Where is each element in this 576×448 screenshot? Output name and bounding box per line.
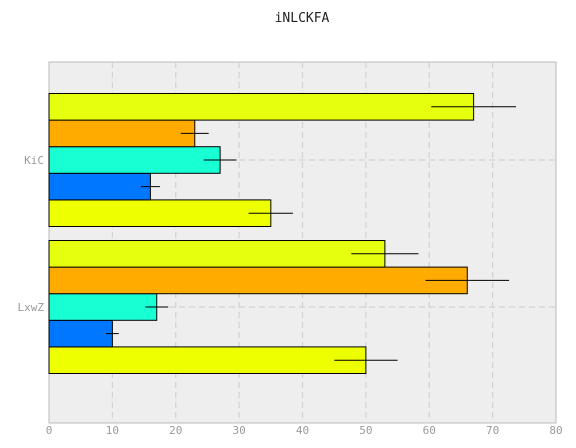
x-axis-ticks: 0 10 20 30 40 50 60 70 80	[46, 424, 563, 437]
error-bars	[106, 106, 517, 361]
y-tick-label: LxwZ	[18, 301, 45, 314]
y-tick-label: KiC	[24, 154, 44, 167]
bar	[48, 319, 113, 348]
chart-title: iNLCKFA	[275, 11, 330, 26]
x-tick-label: 30	[233, 424, 246, 437]
bars	[48, 93, 475, 374]
bar	[48, 199, 272, 227]
x-tick-label: 80	[549, 424, 562, 437]
bar	[48, 240, 386, 268]
y-axis-ticks: LxwZ KiC	[18, 154, 45, 314]
x-tick-label: 60	[423, 424, 436, 437]
bar	[48, 119, 196, 148]
bar	[48, 146, 221, 174]
bar	[48, 346, 367, 374]
x-tick-label: 20	[169, 424, 182, 437]
x-tick-label: 40	[296, 424, 309, 437]
bar	[48, 172, 151, 201]
bar	[48, 266, 468, 295]
bar	[48, 93, 475, 121]
x-tick-label: 0	[46, 424, 53, 437]
x-tick-label: 10	[106, 424, 119, 437]
bar	[48, 293, 158, 321]
x-tick-label: 50	[359, 424, 372, 437]
x-tick-label: 70	[486, 424, 499, 437]
